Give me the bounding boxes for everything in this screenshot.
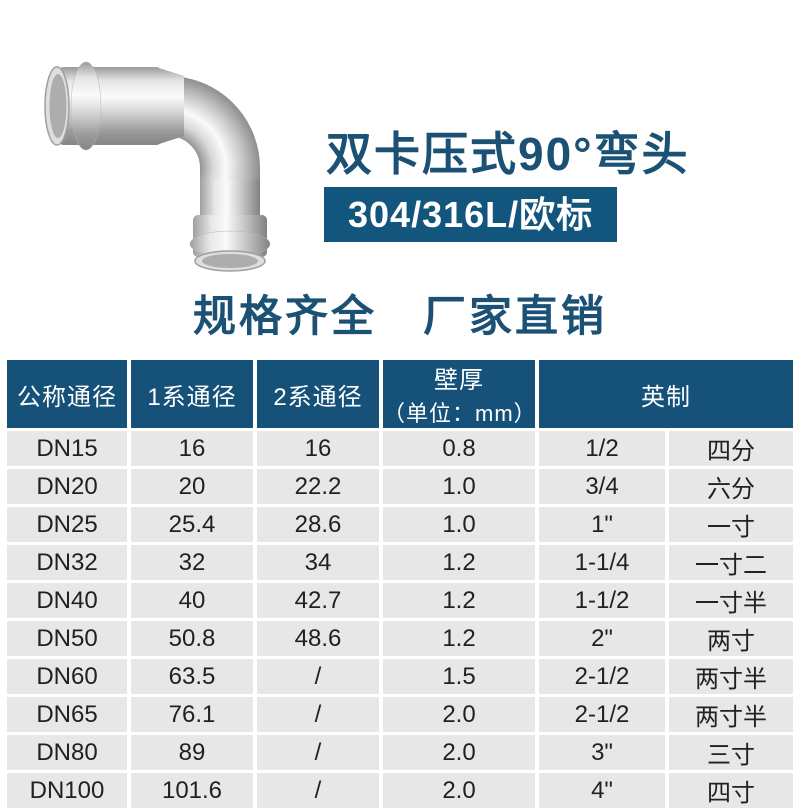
material-badge: 304/316L/欧标 <box>324 187 618 242</box>
header-wall-thickness: 壁厚 （单位：mm） <box>383 360 537 428</box>
cell-inch: 1" <box>539 507 665 542</box>
cell-series1: 101.6 <box>131 773 253 808</box>
cell-series1: 89 <box>131 735 253 770</box>
cell-dn: DN32 <box>7 545 127 580</box>
table-row: DN80 89 / 2.0 3" 三寸 <box>7 735 793 770</box>
cell-dn: DN100 <box>7 773 127 808</box>
product-image <box>10 18 310 278</box>
cell-wall: 0.8 <box>383 431 535 466</box>
cell-wall: 1.5 <box>383 659 535 694</box>
product-title: 双卡压式90°弯头 <box>326 128 690 180</box>
cell-wall: 1.0 <box>383 469 535 504</box>
cell-dn: DN40 <box>7 583 127 618</box>
table-header-row: 公称通径 1系通径 2系通径 壁厚 （单位：mm） 英制 <box>7 360 793 428</box>
cell-inch-cn: 一寸二 <box>669 545 793 580</box>
spec-table: 公称通径 1系通径 2系通径 壁厚 （单位：mm） 英制 DN15 16 16 … <box>3 357 797 811</box>
header-nominal-diameter: 公称通径 <box>7 360 127 428</box>
elbow-fitting-graphic <box>44 61 271 272</box>
cell-wall: 1.2 <box>383 545 535 580</box>
cell-wall: 1.2 <box>383 621 535 656</box>
table-row: DN25 25.4 28.6 1.0 1" 一寸 <box>7 507 793 542</box>
table-row: DN15 16 16 0.8 1/2 四分 <box>7 431 793 466</box>
cell-series2: 42.7 <box>257 583 379 618</box>
cell-series1: 76.1 <box>131 697 253 732</box>
cell-inch-cn: 一寸 <box>669 507 793 542</box>
cell-wall: 2.0 <box>383 697 535 732</box>
header-wall-line2: （单位：mm） <box>383 401 537 426</box>
cell-inch-cn: 两寸半 <box>669 659 793 694</box>
cell-wall: 1.2 <box>383 583 535 618</box>
cell-series2: / <box>257 697 379 732</box>
cell-series1: 20 <box>131 469 253 504</box>
cell-series2: 16 <box>257 431 379 466</box>
table-row: DN50 50.8 48.6 1.2 2" 两寸 <box>7 621 793 656</box>
cell-series2: 22.2 <box>257 469 379 504</box>
cell-wall: 2.0 <box>383 735 535 770</box>
cell-series1: 63.5 <box>131 659 253 694</box>
cell-inch-cn: 两寸 <box>669 621 793 656</box>
cell-dn: DN15 <box>7 431 127 466</box>
cell-inch: 4" <box>539 773 665 808</box>
slogan-text: 规格齐全 厂家直销 <box>193 293 607 341</box>
cell-inch-cn: 一寸半 <box>669 583 793 618</box>
cell-series2: / <box>257 659 379 694</box>
cell-inch-cn: 六分 <box>669 469 793 504</box>
cell-inch-cn: 三寸 <box>669 735 793 770</box>
cell-dn: DN20 <box>7 469 127 504</box>
cell-inch-cn: 四分 <box>669 431 793 466</box>
cell-inch: 2-1/2 <box>539 697 665 732</box>
cell-series1: 40 <box>131 583 253 618</box>
header-series2: 2系通径 <box>257 360 379 428</box>
table-row: DN60 63.5 / 1.5 2-1/2 两寸半 <box>7 659 793 694</box>
cell-inch-cn: 四寸 <box>669 773 793 808</box>
cell-series1: 32 <box>131 545 253 580</box>
cell-inch-cn: 两寸半 <box>669 697 793 732</box>
cell-inch: 3/4 <box>539 469 665 504</box>
cell-dn: DN25 <box>7 507 127 542</box>
header-wall-line1: 壁厚 <box>434 367 484 394</box>
cell-series1: 16 <box>131 431 253 466</box>
cell-inch: 1-1/4 <box>539 545 665 580</box>
header-imperial: 英制 <box>539 360 793 428</box>
table-row: DN100 101.6 / 2.0 4" 四寸 <box>7 773 793 808</box>
table-row: DN32 32 34 1.2 1-1/4 一寸二 <box>7 545 793 580</box>
table-row: DN40 40 42.7 1.2 1-1/2 一寸半 <box>7 583 793 618</box>
cell-series2: 48.6 <box>257 621 379 656</box>
cell-inch: 3" <box>539 735 665 770</box>
cell-series2: / <box>257 773 379 808</box>
header-series1: 1系通径 <box>131 360 253 428</box>
cell-wall: 1.0 <box>383 507 535 542</box>
cell-wall: 2.0 <box>383 773 535 808</box>
cell-inch: 1/2 <box>539 431 665 466</box>
cell-dn: DN60 <box>7 659 127 694</box>
table-row: DN20 20 22.2 1.0 3/4 六分 <box>7 469 793 504</box>
cell-dn: DN65 <box>7 697 127 732</box>
table-row: DN65 76.1 / 2.0 2-1/2 两寸半 <box>7 697 793 732</box>
cell-series2: 28.6 <box>257 507 379 542</box>
cell-inch: 2-1/2 <box>539 659 665 694</box>
cell-series1: 50.8 <box>131 621 253 656</box>
cell-inch: 2" <box>539 621 665 656</box>
cell-series2: / <box>257 735 379 770</box>
cell-inch: 1-1/2 <box>539 583 665 618</box>
cell-series1: 25.4 <box>131 507 253 542</box>
cell-dn: DN50 <box>7 621 127 656</box>
cell-series2: 34 <box>257 545 379 580</box>
cell-dn: DN80 <box>7 735 127 770</box>
